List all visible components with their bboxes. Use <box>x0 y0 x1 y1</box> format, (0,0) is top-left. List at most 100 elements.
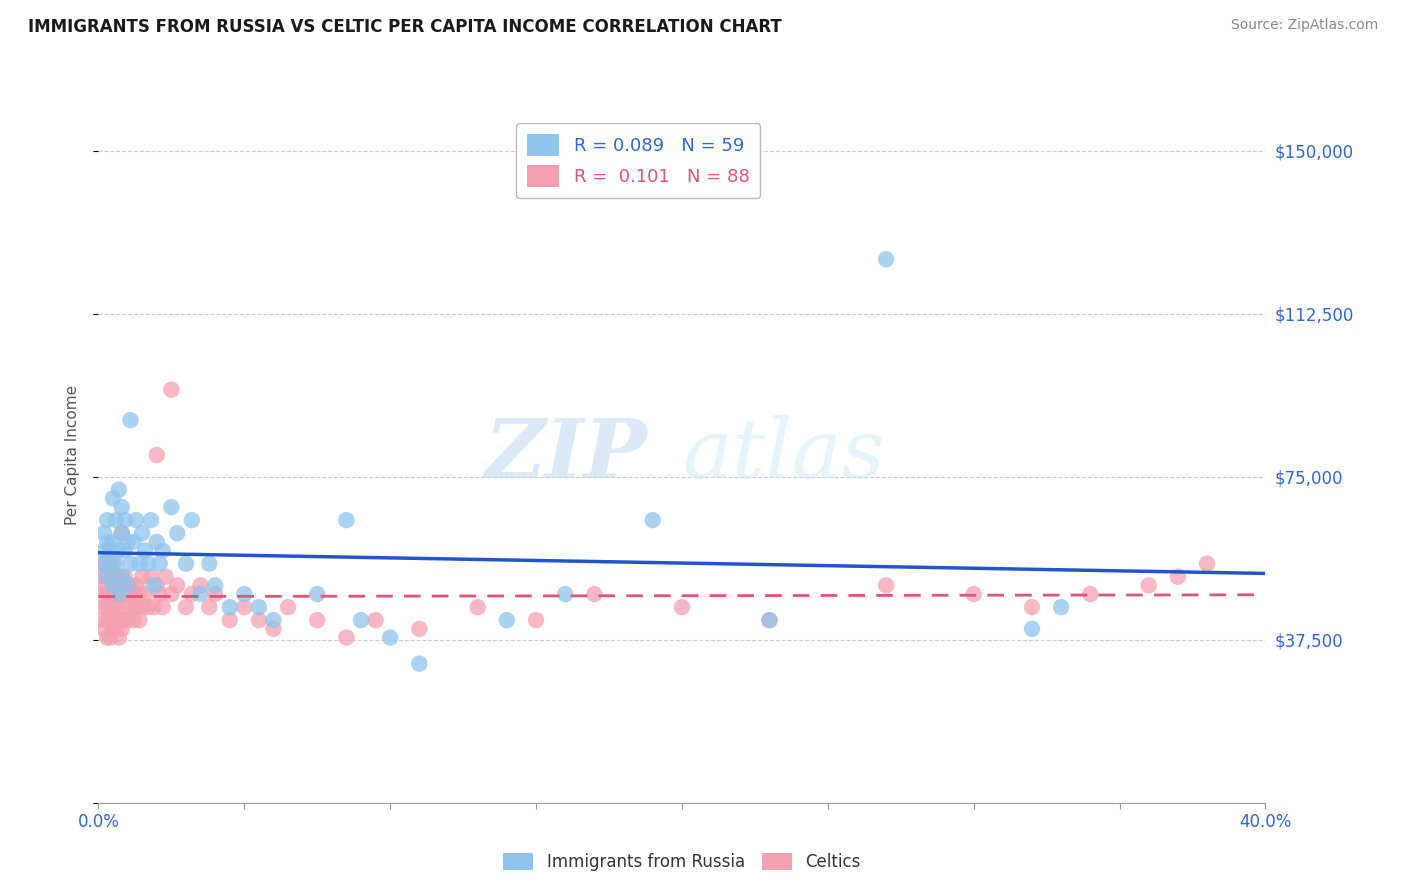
Point <box>136 600 159 615</box>
Point <box>218 613 240 627</box>
Point <box>96 570 118 584</box>
Point <box>125 600 148 615</box>
Point <box>142 600 165 615</box>
Point <box>108 631 131 645</box>
Point <box>111 570 134 584</box>
Point <box>111 587 134 601</box>
Point <box>128 557 150 571</box>
Point <box>108 613 131 627</box>
Point <box>111 526 134 541</box>
Point <box>758 613 780 627</box>
Point <box>108 578 131 592</box>
Text: IMMIGRANTS FROM RUSSIA VS CELTIC PER CAPITA INCOME CORRELATION CHART: IMMIGRANTS FROM RUSSIA VS CELTIC PER CAP… <box>28 18 782 36</box>
Point <box>174 600 197 615</box>
Point <box>122 535 145 549</box>
Point <box>111 622 134 636</box>
Point <box>101 578 124 592</box>
Point <box>875 578 897 592</box>
Point <box>90 613 112 627</box>
Point <box>155 570 177 584</box>
Point <box>108 543 131 558</box>
Point <box>122 613 145 627</box>
Point <box>111 526 134 541</box>
Point <box>671 600 693 615</box>
Point <box>149 587 172 601</box>
Point <box>146 535 169 549</box>
Point <box>111 570 134 584</box>
Point <box>174 557 197 571</box>
Point <box>101 578 124 592</box>
Point <box>408 622 430 636</box>
Point <box>1167 570 1189 584</box>
Point <box>166 578 188 592</box>
Point <box>136 557 159 571</box>
Point <box>350 613 373 627</box>
Point <box>108 570 131 584</box>
Point <box>98 631 121 645</box>
Legend: Immigrants from Russia, Celtics: Immigrants from Russia, Celtics <box>496 847 868 878</box>
Point <box>307 587 329 601</box>
Text: Source: ZipAtlas.com: Source: ZipAtlas.com <box>1230 18 1378 32</box>
Point <box>166 526 188 541</box>
Point <box>131 526 153 541</box>
Point <box>758 613 780 627</box>
Point <box>139 513 162 527</box>
Point <box>128 587 150 601</box>
Point <box>104 587 127 601</box>
Point <box>335 513 357 527</box>
Point <box>96 513 118 527</box>
Point <box>101 587 124 601</box>
Point <box>96 535 118 549</box>
Point <box>93 622 115 636</box>
Point <box>114 513 136 527</box>
Point <box>180 587 202 601</box>
Point <box>101 622 124 636</box>
Point <box>93 543 115 558</box>
Point <box>233 587 256 601</box>
Point <box>96 613 118 627</box>
Point <box>117 578 139 592</box>
Point <box>120 413 142 427</box>
Point <box>204 587 226 601</box>
Point <box>101 491 124 506</box>
Point <box>90 557 112 571</box>
Point <box>218 600 240 615</box>
Point <box>146 448 169 462</box>
Point <box>131 600 153 615</box>
Point <box>262 613 284 627</box>
Point <box>96 570 118 584</box>
Point <box>1080 587 1102 601</box>
Point <box>180 513 202 527</box>
Point <box>114 570 136 584</box>
Point <box>583 587 606 601</box>
Point <box>98 570 121 584</box>
Point <box>125 513 148 527</box>
Point <box>198 600 221 615</box>
Point <box>117 613 139 627</box>
Point <box>1137 578 1160 592</box>
Point <box>1195 557 1218 571</box>
Point <box>104 570 127 584</box>
Text: ZIP: ZIP <box>484 415 647 495</box>
Point <box>524 613 547 627</box>
Point <box>114 543 136 558</box>
Point <box>117 578 139 592</box>
Point <box>96 587 118 601</box>
Point <box>125 578 148 592</box>
Point <box>160 383 183 397</box>
Point <box>247 600 270 615</box>
Point <box>149 557 172 571</box>
Point <box>139 570 162 584</box>
Point <box>117 535 139 549</box>
Point <box>134 543 156 558</box>
Point <box>204 578 226 592</box>
Point <box>152 600 174 615</box>
Point <box>93 578 115 592</box>
Point <box>467 600 489 615</box>
Point <box>101 557 124 571</box>
Point <box>90 587 112 601</box>
Point <box>108 483 131 497</box>
Point <box>111 500 134 514</box>
Point <box>247 613 270 627</box>
Point <box>122 587 145 601</box>
